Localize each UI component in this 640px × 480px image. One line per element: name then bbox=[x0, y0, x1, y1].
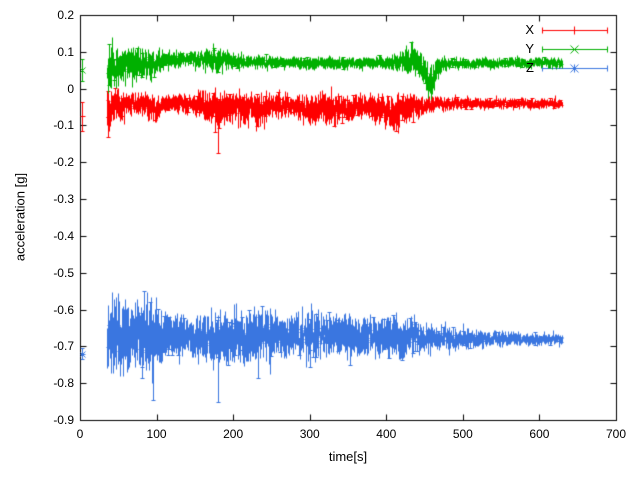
legend-label-x: X bbox=[525, 22, 534, 37]
y-tick-label: -0.9 bbox=[53, 413, 74, 427]
x-axis-title: time[s] bbox=[328, 449, 368, 464]
y-tick-label: -0.5 bbox=[53, 265, 74, 280]
x-tick-label: 400 bbox=[376, 427, 397, 441]
x-tick-label: 200 bbox=[223, 427, 244, 441]
y-tick-label: -0.7 bbox=[53, 339, 74, 354]
legend-label-y: Y bbox=[525, 41, 534, 56]
y-tick-label: -0.6 bbox=[53, 302, 74, 317]
x-tick-label: 600 bbox=[529, 427, 550, 441]
y-tick-label: 0.2 bbox=[57, 8, 74, 22]
legend-label-z: Z bbox=[526, 60, 534, 75]
y-tick-label: -0.1 bbox=[53, 118, 74, 133]
x-tick-label: 700 bbox=[605, 427, 627, 441]
y-tick-label: -0.3 bbox=[53, 192, 74, 207]
y-tick-label: -0.2 bbox=[53, 155, 74, 170]
y-tick-label: 0.1 bbox=[57, 44, 74, 59]
x-tick-label: 100 bbox=[146, 427, 167, 441]
y-tick-label: 0 bbox=[67, 81, 74, 96]
x-tick-label: 300 bbox=[299, 427, 320, 441]
x-tick-label: 0 bbox=[76, 427, 84, 441]
y-tick-label: -0.8 bbox=[53, 376, 74, 391]
y-tick-label: -0.4 bbox=[53, 228, 74, 243]
y-axis-title: acceleration [g] bbox=[12, 172, 28, 262]
x-tick-label: 500 bbox=[452, 427, 473, 441]
